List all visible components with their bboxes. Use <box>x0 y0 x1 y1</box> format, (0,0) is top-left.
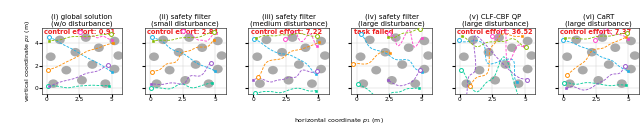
Circle shape <box>604 60 614 69</box>
Circle shape <box>410 79 420 88</box>
Circle shape <box>617 79 627 88</box>
Circle shape <box>587 48 597 56</box>
Circle shape <box>109 65 120 73</box>
Circle shape <box>277 48 287 56</box>
Circle shape <box>500 60 511 69</box>
Circle shape <box>474 66 484 74</box>
Circle shape <box>597 33 607 42</box>
Circle shape <box>294 60 304 69</box>
Circle shape <box>174 48 184 56</box>
Circle shape <box>423 51 433 60</box>
Circle shape <box>46 52 56 61</box>
Circle shape <box>572 36 581 44</box>
Circle shape <box>164 66 175 74</box>
Circle shape <box>626 37 636 45</box>
Circle shape <box>404 44 413 52</box>
Circle shape <box>626 65 636 73</box>
Circle shape <box>217 51 227 60</box>
Circle shape <box>459 52 468 61</box>
Circle shape <box>252 52 262 61</box>
Circle shape <box>213 37 223 45</box>
Circle shape <box>380 48 390 56</box>
Circle shape <box>109 37 120 45</box>
Circle shape <box>513 79 524 88</box>
Circle shape <box>316 65 326 73</box>
Text: task failed: task failed <box>354 30 393 36</box>
Title: (iii) safety filter
(medium disturbance): (iii) safety filter (medium disturbance) <box>250 13 328 27</box>
Text: control effort: 7.22: control effort: 7.22 <box>251 30 322 36</box>
Circle shape <box>55 36 65 44</box>
Circle shape <box>358 79 368 88</box>
Circle shape <box>387 76 397 84</box>
Circle shape <box>262 36 271 44</box>
Y-axis label: vertical coordinate $p_2$ (m): vertical coordinate $p_2$ (m) <box>23 20 32 102</box>
Circle shape <box>419 37 429 45</box>
Circle shape <box>284 76 294 84</box>
Title: (i) global solution
(w/o disturbance): (i) global solution (w/o disturbance) <box>51 13 113 27</box>
Title: (iv) safety filter
(large disturbance): (iv) safety filter (large disturbance) <box>358 13 425 27</box>
Circle shape <box>371 66 381 74</box>
Title: (v) CLF-CBF QP
(large disturbance): (v) CLF-CBF QP (large disturbance) <box>461 13 529 27</box>
Circle shape <box>461 79 472 88</box>
Circle shape <box>113 51 124 60</box>
Title: (ii) safety filter
(small disturbance): (ii) safety filter (small disturbance) <box>151 13 219 27</box>
Circle shape <box>507 44 517 52</box>
Circle shape <box>94 44 104 52</box>
Circle shape <box>213 65 223 73</box>
Circle shape <box>81 33 91 42</box>
Circle shape <box>100 79 110 88</box>
Circle shape <box>184 33 194 42</box>
Circle shape <box>523 65 532 73</box>
Circle shape <box>152 79 161 88</box>
Text: control effort: 36.52: control effort: 36.52 <box>457 30 532 36</box>
Circle shape <box>180 76 190 84</box>
Circle shape <box>158 36 168 44</box>
Circle shape <box>611 44 620 52</box>
Circle shape <box>77 76 87 84</box>
Circle shape <box>61 66 71 74</box>
Circle shape <box>307 79 317 88</box>
Circle shape <box>204 79 214 88</box>
Circle shape <box>70 48 81 56</box>
Circle shape <box>365 36 374 44</box>
Circle shape <box>301 44 310 52</box>
Circle shape <box>494 33 504 42</box>
Title: (vi) CaRT
(large disturbance): (vi) CaRT (large disturbance) <box>565 13 632 27</box>
Text: control effort: 2.84: control effort: 2.84 <box>147 30 218 36</box>
Text: control effort: 0.91: control effort: 0.91 <box>44 30 115 36</box>
Circle shape <box>397 60 407 69</box>
Circle shape <box>562 52 572 61</box>
Circle shape <box>419 65 429 73</box>
Circle shape <box>316 37 326 45</box>
Circle shape <box>149 52 159 61</box>
Circle shape <box>268 66 278 74</box>
Circle shape <box>523 37 532 45</box>
Circle shape <box>191 60 200 69</box>
Circle shape <box>88 60 97 69</box>
Circle shape <box>527 51 536 60</box>
Circle shape <box>197 44 207 52</box>
Circle shape <box>49 79 58 88</box>
Circle shape <box>356 52 365 61</box>
Circle shape <box>287 33 298 42</box>
Text: control effort: 7.37: control effort: 7.37 <box>561 30 632 36</box>
Circle shape <box>630 51 640 60</box>
Circle shape <box>593 76 604 84</box>
Circle shape <box>564 79 575 88</box>
Circle shape <box>578 66 588 74</box>
Circle shape <box>391 33 401 42</box>
Circle shape <box>255 79 265 88</box>
Circle shape <box>468 36 478 44</box>
Circle shape <box>320 51 330 60</box>
Circle shape <box>484 48 493 56</box>
Circle shape <box>490 76 500 84</box>
Text: horizontal coordinate $p_1$ (m): horizontal coordinate $p_1$ (m) <box>294 116 384 125</box>
